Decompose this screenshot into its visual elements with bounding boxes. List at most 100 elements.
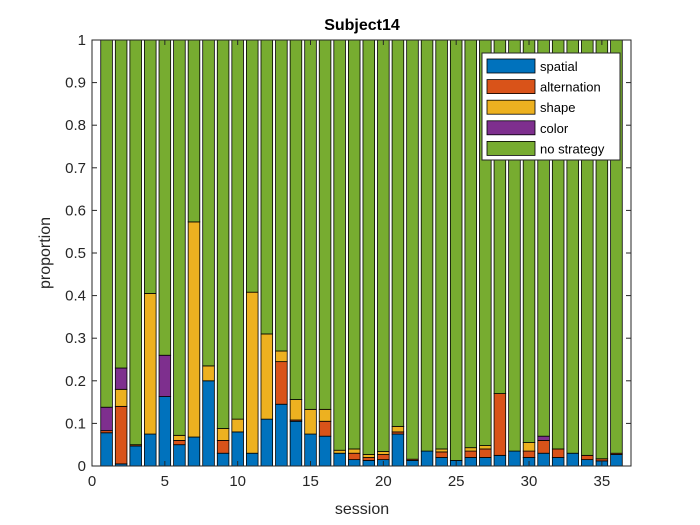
bar-segment xyxy=(173,434,186,441)
bar-segment xyxy=(275,350,288,363)
y-tick-label: 0.6 xyxy=(65,202,86,219)
bar-segment xyxy=(114,388,128,407)
bar-segment xyxy=(129,445,142,467)
y-tick-label: 1 xyxy=(78,32,86,49)
bar-segment xyxy=(464,447,477,452)
bar-segment xyxy=(231,431,244,467)
bar-segment xyxy=(537,452,550,467)
bar-segment xyxy=(333,452,346,467)
bar-segment xyxy=(391,425,405,433)
bar-segment xyxy=(158,354,172,397)
bar-segment xyxy=(144,293,157,435)
axes-layer: 0 5 10 15 20 25 30 35 0 0.1 0.2 0.3 0.4 0.5 0.6 0.7 0.8 0… xyxy=(65,32,632,490)
bar-segment xyxy=(114,367,128,390)
bar-segment xyxy=(420,39,434,452)
y-tick-label: 0.1 xyxy=(65,415,86,432)
bar-segment xyxy=(216,39,230,429)
legend-swatch xyxy=(486,79,536,94)
bar-segment xyxy=(435,457,448,467)
bar-segment xyxy=(362,460,376,467)
legend-label: spatial xyxy=(540,59,578,74)
y-tick-label: 0.5 xyxy=(65,245,86,262)
legend-swatch xyxy=(486,140,536,156)
bar-segment xyxy=(435,448,448,453)
bar-segment xyxy=(246,291,259,454)
bar-segment xyxy=(537,440,550,454)
bar-segment xyxy=(318,408,332,422)
bar-segment xyxy=(537,435,550,441)
bar-segment xyxy=(508,450,521,467)
bar-segment xyxy=(289,39,303,400)
bar-segment xyxy=(275,361,288,405)
bar-segment xyxy=(435,39,448,450)
bar-segment xyxy=(114,405,128,465)
bar-segment xyxy=(333,449,346,454)
bar-segment xyxy=(289,420,303,467)
legend-swatch xyxy=(486,120,536,136)
x-tick-label: 30 xyxy=(521,473,538,490)
bar-segment xyxy=(493,393,507,456)
x-tick-label: 5 xyxy=(161,473,169,490)
bar-segment xyxy=(464,39,477,449)
bar-segment xyxy=(347,39,361,450)
x-tick-label: 15 xyxy=(302,473,319,490)
bar-segment xyxy=(362,39,376,455)
bar-segment xyxy=(391,39,405,427)
bar-segment xyxy=(114,39,128,369)
y-tick-label: 0.9 xyxy=(65,75,86,92)
bar-segment xyxy=(333,39,346,451)
bar-segment xyxy=(187,39,201,223)
bar-segment xyxy=(100,406,113,432)
bar-segment xyxy=(479,448,492,458)
bar-segment xyxy=(566,452,579,467)
bar-segment xyxy=(377,454,390,461)
bar-segment xyxy=(202,39,215,367)
bar-segment xyxy=(347,459,361,467)
y-tick-label: 0 xyxy=(78,458,86,475)
bar-segment xyxy=(318,435,332,467)
bar-segment xyxy=(479,445,492,450)
y-tick-label: 0.2 xyxy=(65,373,86,390)
legend-swatch xyxy=(486,99,536,115)
bar-segment xyxy=(216,452,230,467)
bar-segment xyxy=(304,408,317,435)
x-axis-label: session xyxy=(335,501,389,518)
bar-segment xyxy=(347,448,361,454)
bar-segment xyxy=(129,39,142,446)
legend-label: no strategy xyxy=(540,141,605,156)
bar-segment xyxy=(377,451,390,455)
bar-segment xyxy=(406,460,419,467)
legend-label: alternation xyxy=(540,80,601,95)
bar-segment xyxy=(275,39,288,352)
x-tick-label: 20 xyxy=(375,473,392,490)
y-axis-label: proportion xyxy=(37,217,54,289)
bar-segment xyxy=(493,454,507,467)
bar-segment xyxy=(144,39,157,294)
bar-segment xyxy=(260,39,274,335)
bar-segment xyxy=(173,39,186,436)
bar-segment xyxy=(479,457,492,467)
y-tick-label: 0.4 xyxy=(65,288,86,305)
bar-segment xyxy=(231,39,244,420)
x-tick-label: 35 xyxy=(594,473,611,490)
x-tick-label: 0 xyxy=(88,473,96,490)
y-tick-label: 0.8 xyxy=(65,117,86,134)
bar-segment xyxy=(260,333,274,420)
x-tick-label: 25 xyxy=(448,473,465,490)
bar-segment xyxy=(100,432,113,467)
bar-segment xyxy=(216,428,230,441)
bar-segment xyxy=(202,365,215,382)
bar-segment xyxy=(522,450,536,458)
bar-segment xyxy=(347,452,361,461)
bar-segment xyxy=(318,39,332,410)
bar-segment xyxy=(610,454,623,467)
bar-segment xyxy=(435,451,448,458)
bar-segment xyxy=(144,433,157,467)
bar-segment xyxy=(581,459,594,467)
bar-segment xyxy=(391,433,405,467)
bar-segment xyxy=(260,418,274,467)
bar-segment xyxy=(289,399,303,421)
y-tick-label: 0.7 xyxy=(65,160,86,177)
legend-label: color xyxy=(540,121,569,136)
